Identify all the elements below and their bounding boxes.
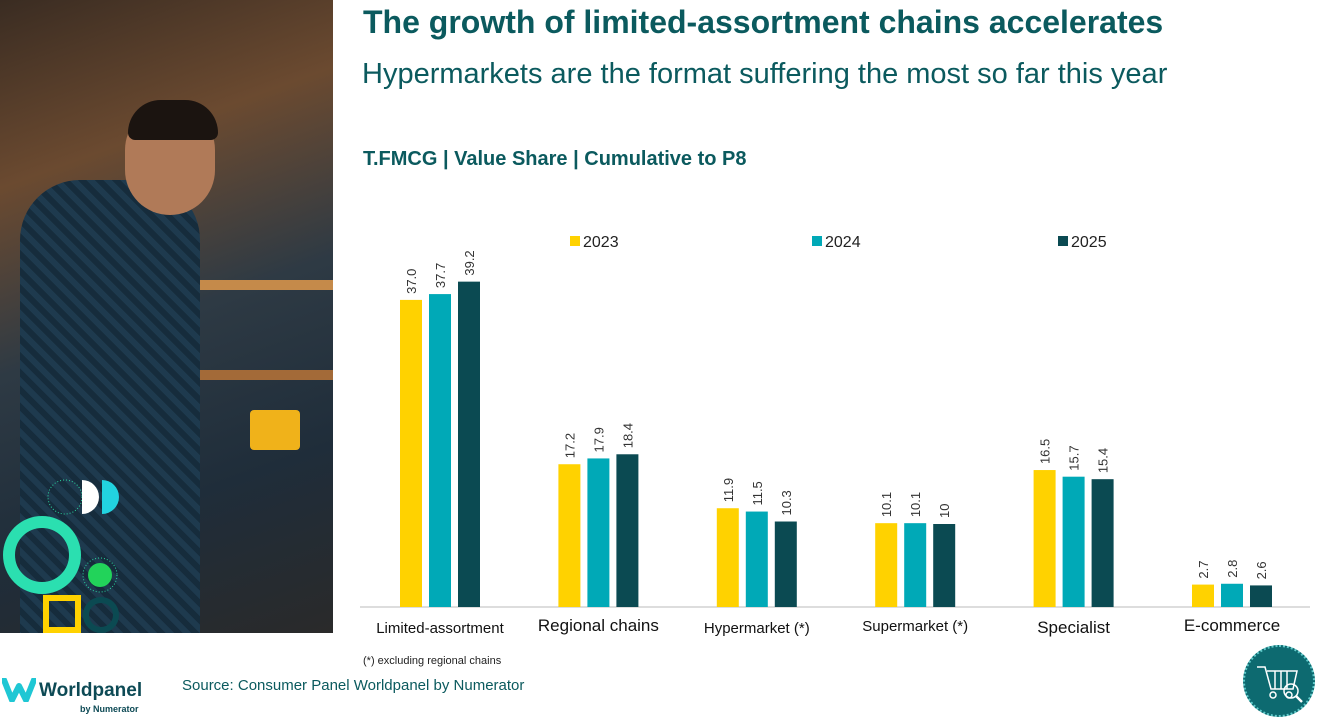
bar (1250, 585, 1272, 607)
data-label: 16.5 (1038, 439, 1053, 464)
bar (558, 464, 581, 607)
data-label: 11.5 (750, 481, 765, 505)
legend-swatch (570, 236, 580, 246)
hero-photo (0, 0, 333, 633)
category-label: Specialist (1037, 618, 1110, 637)
footnote: (*) excluding regional chains (363, 655, 502, 667)
data-label: 10 (937, 504, 952, 518)
chart-subtitle: T.FMCG | Value Share | Cumulative to P8 (363, 148, 747, 170)
data-label: 15.7 (1067, 445, 1082, 470)
decorative-shapes (3, 479, 119, 633)
worldpanel-logo: Worldpanel by Numerator (1, 677, 142, 714)
legend-label: 2024 (825, 234, 861, 251)
bar (875, 523, 898, 607)
shopping-cart-search-icon (1243, 645, 1315, 717)
bar (616, 454, 639, 607)
bar (400, 299, 422, 607)
bar (716, 508, 739, 607)
bar (745, 511, 768, 607)
bar (429, 294, 451, 607)
bar (1192, 584, 1214, 607)
data-label: 17.2 (562, 433, 577, 458)
data-label: 39.2 (462, 250, 477, 275)
bar (458, 281, 480, 607)
bar (933, 524, 956, 607)
category-label: Limited-assortment (376, 620, 504, 637)
source-text: Source: Consumer Panel Worldpanel by Num… (182, 677, 525, 694)
bar (1033, 470, 1056, 607)
data-label: 37.7 (433, 263, 448, 288)
bar (1221, 583, 1243, 607)
bar-chart: 2023 2024 2025 37.0 37.7 39.2 Limited-assortme… (360, 234, 1310, 637)
bar (587, 458, 610, 607)
data-label: 10.1 (908, 492, 923, 517)
category-label: Supermarket (*) (862, 618, 968, 635)
category-label: Hypermarket (*) (704, 620, 810, 637)
legend-label: 2023 (583, 234, 619, 251)
data-label: 11.9 (721, 478, 736, 502)
data-label: 2.6 (1254, 561, 1269, 579)
data-label: 17.9 (591, 427, 606, 452)
bar (904, 523, 927, 607)
data-label: 10.1 (879, 492, 894, 517)
category-label: Regional chains (538, 616, 659, 635)
data-label: 18.4 (620, 423, 635, 448)
data-label: 15.4 (1096, 448, 1111, 473)
bar (774, 521, 797, 607)
bar (1091, 479, 1114, 607)
data-label: 10.3 (779, 490, 794, 515)
legend-label: 2025 (1071, 234, 1107, 251)
category-label: E-commerce (1184, 616, 1280, 635)
page-subtitle: Hypermarkets are the format suffering th… (362, 58, 1168, 90)
legend-swatch (812, 236, 822, 246)
bar (1062, 476, 1085, 607)
data-label: 37.0 (404, 269, 419, 294)
data-label: 2.8 (1225, 560, 1240, 578)
legend-swatch (1058, 236, 1068, 246)
data-label: 2.7 (1196, 561, 1211, 579)
logo-w-icon (1, 677, 37, 703)
page-title: The growth of limited-assortment chains … (363, 4, 1164, 40)
